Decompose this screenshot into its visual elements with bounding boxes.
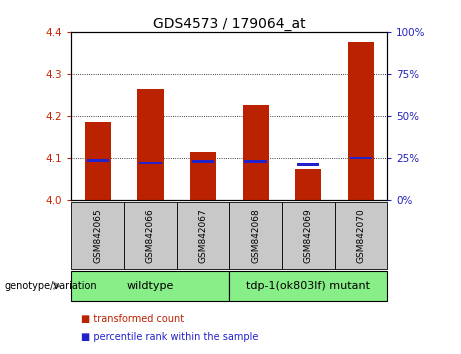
Bar <box>230 271 387 301</box>
Bar <box>350 156 372 159</box>
Title: GDS4573 / 179064_at: GDS4573 / 179064_at <box>153 17 306 31</box>
Text: tdp-1(ok803lf) mutant: tdp-1(ok803lf) mutant <box>246 281 370 291</box>
Text: wildtype: wildtype <box>127 281 174 291</box>
Text: ■ percentile rank within the sample: ■ percentile rank within the sample <box>81 332 258 342</box>
Bar <box>139 161 162 165</box>
Bar <box>192 160 214 163</box>
Bar <box>137 88 164 200</box>
Text: GSM842070: GSM842070 <box>356 208 366 263</box>
Bar <box>335 202 387 269</box>
Text: GSM842065: GSM842065 <box>93 208 102 263</box>
Bar <box>71 271 230 301</box>
Text: genotype/variation: genotype/variation <box>5 281 97 291</box>
Bar <box>85 122 111 200</box>
Bar <box>282 202 335 269</box>
Bar <box>230 202 282 269</box>
Text: GSM842066: GSM842066 <box>146 208 155 263</box>
Bar <box>244 160 267 163</box>
Bar <box>124 202 177 269</box>
Text: GSM842069: GSM842069 <box>304 208 313 263</box>
Bar <box>190 152 216 200</box>
Bar <box>348 42 374 200</box>
Bar <box>71 202 124 269</box>
Text: GSM842067: GSM842067 <box>199 208 207 263</box>
Bar <box>87 159 109 162</box>
Bar <box>177 202 229 269</box>
Bar <box>242 105 269 200</box>
Text: ■ transformed count: ■ transformed count <box>81 314 184 324</box>
Text: GSM842068: GSM842068 <box>251 208 260 263</box>
Bar <box>295 169 321 200</box>
Bar <box>297 163 319 166</box>
